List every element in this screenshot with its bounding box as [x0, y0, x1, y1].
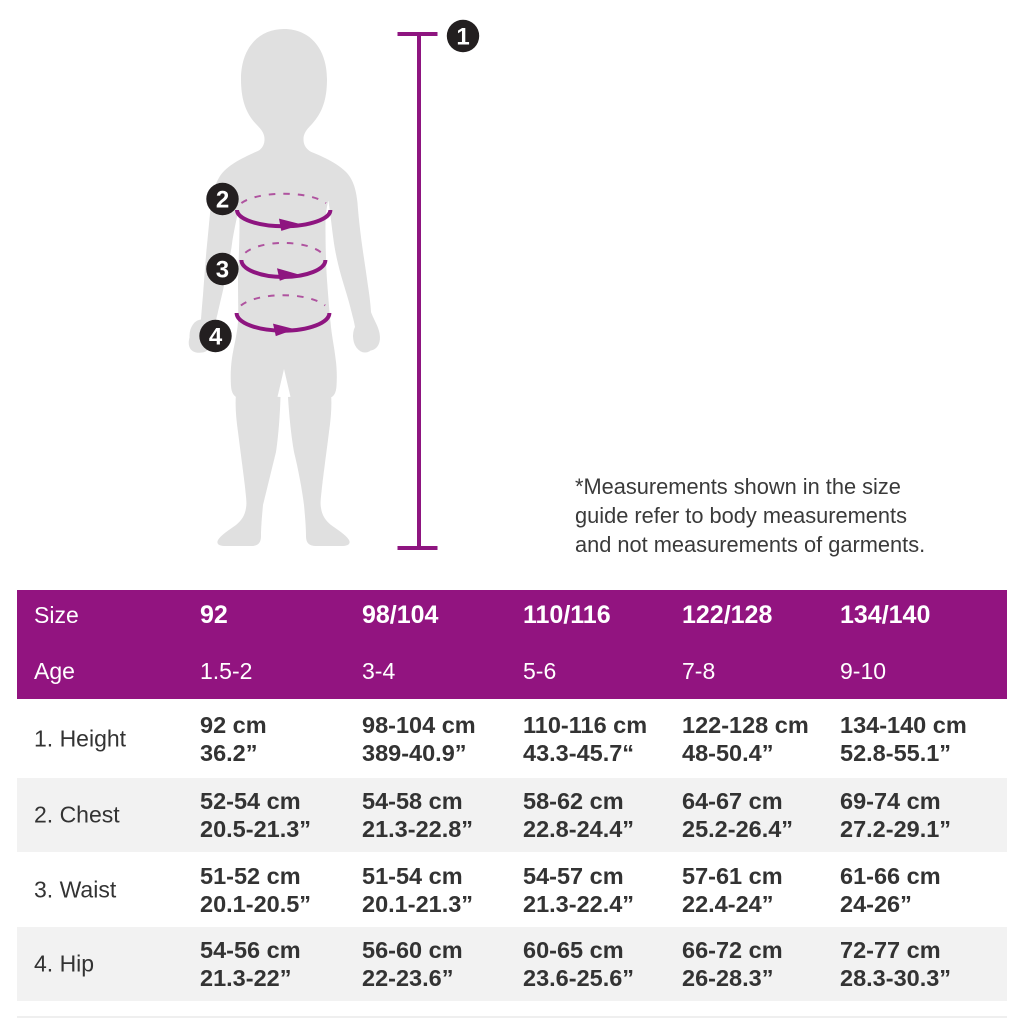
svg-text:2: 2: [216, 187, 229, 214]
svg-text:3: 3: [216, 257, 229, 284]
svg-text:4: 4: [209, 324, 223, 351]
svg-text:1: 1: [456, 24, 469, 51]
